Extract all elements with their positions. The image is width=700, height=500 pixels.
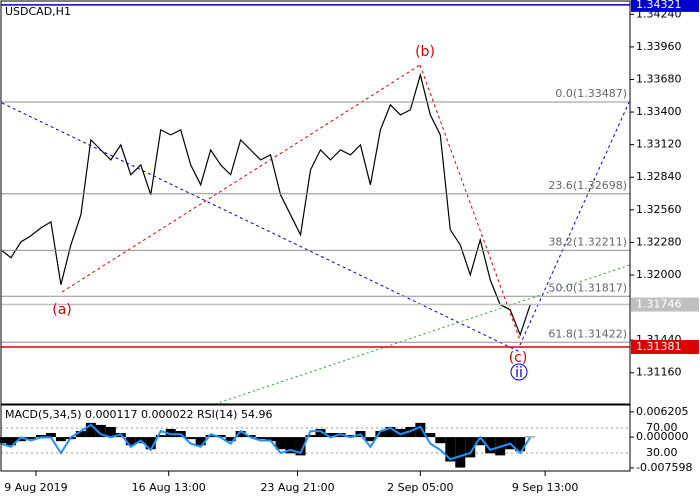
macd-bar [385, 426, 396, 438]
macd-bar [455, 437, 466, 468]
macd-bar [185, 437, 196, 440]
level-label: 38.2(1.32211) [548, 235, 627, 248]
chart-title: USDCAD,H1 [5, 5, 71, 18]
macd-bar [435, 437, 446, 444]
macd-bar [415, 422, 426, 438]
macd-bar [165, 428, 176, 438]
price-box [631, 340, 699, 355]
macd-bar [25, 437, 36, 440]
y-tick-label: 1.33120 [636, 138, 682, 151]
macd-bar [345, 435, 356, 438]
wave-line [61, 64, 421, 293]
y-tick-label: 1.32280 [636, 235, 682, 248]
macd-bar [285, 437, 296, 454]
level-label: 61.8(1.31422) [548, 327, 627, 340]
level-label: 23.6(1.32698) [548, 179, 627, 192]
macd-bar [325, 433, 336, 438]
y-tick-label: 1.33400 [636, 105, 682, 118]
y-tick-label: 1.32560 [636, 203, 682, 216]
macd-bar [215, 435, 226, 438]
macd-bar [225, 437, 236, 442]
macd-bar [475, 437, 486, 446]
price-box-label: 1.31746 [636, 298, 682, 311]
level-label: 50.0(1.31817) [548, 281, 627, 294]
macd-bar [445, 437, 456, 462]
wave-label: (b) [415, 44, 435, 60]
macd-bar [145, 437, 156, 450]
macd-bar [55, 437, 66, 442]
main-frame [0, 0, 631, 405]
y-tick-label: 1.32000 [636, 268, 682, 281]
macd-bar [365, 437, 376, 442]
price-box-label: 1.34321 [636, 0, 682, 11]
price-line [0, 72, 531, 337]
macd-bar [525, 436, 536, 438]
macd-bar [105, 426, 116, 438]
macd-bar [295, 437, 306, 456]
macd-bar [75, 431, 86, 438]
macd-bar [255, 437, 266, 440]
macd-bar [275, 437, 286, 450]
y2-tick-label: 30.00 [646, 446, 678, 459]
wave-label: ii [515, 365, 523, 381]
macd-bar [95, 424, 106, 438]
macd-bar [395, 428, 406, 438]
y-tick-label: 0.000000 [636, 430, 689, 443]
macd-bar [85, 422, 96, 438]
macd-bar [125, 437, 136, 446]
macd-bar [465, 437, 476, 458]
wave-line [419, 64, 521, 341]
wave-circle [510, 363, 528, 381]
indicator-title: MACD(5,34,5) 0.000117 0.000022 RSI(14) 5… [5, 408, 272, 421]
macd-bar [305, 435, 316, 438]
macd-bar [195, 437, 206, 446]
macd-bar [235, 431, 246, 438]
macd-bar [0, 437, 6, 444]
macd-bar [155, 435, 166, 438]
price-box-label: 1.31381 [636, 340, 682, 353]
macd-bar [265, 437, 276, 442]
y-tick-label: 1.31160 [636, 366, 682, 379]
price-box [631, 297, 699, 312]
x-tick-label: 16 Aug 13:00 [132, 481, 206, 494]
y-tick-label: -0.007598 [636, 461, 692, 474]
macd-bar [15, 437, 26, 442]
wave-label: (a) [52, 302, 72, 318]
macd-bar [205, 435, 216, 438]
x-tick-label: 2 Sep 05:00 [387, 481, 453, 494]
macd-bar [515, 437, 526, 452]
macd-bar [245, 435, 256, 438]
x-tick-label: 9 Sep 13:00 [512, 481, 578, 494]
macd-bar [315, 428, 326, 438]
y-tick-label: 1.33960 [636, 40, 682, 53]
y2-tick-label: 70.00 [646, 421, 678, 434]
macd-bar [5, 437, 16, 446]
x-tick-label: 9 Aug 2019 [4, 481, 67, 494]
price-box [631, 0, 699, 12]
macd-bar [425, 433, 436, 438]
macd-bar [45, 433, 56, 438]
level-label: 0.0(1.33487) [555, 87, 627, 100]
macd-bar [485, 437, 496, 454]
macd-bar [35, 435, 46, 438]
rsi-line [0, 423, 532, 461]
y-tick-label: 1.32840 [636, 170, 682, 183]
macd-bar [375, 431, 386, 438]
y-tick-label: 1.33680 [636, 72, 682, 85]
y-tick-label: 0.006205 [636, 405, 689, 418]
x-tick-label: 23 Aug 21:00 [260, 481, 334, 494]
wave-label: (c) [509, 350, 528, 366]
panel-frame [0, 404, 631, 472]
